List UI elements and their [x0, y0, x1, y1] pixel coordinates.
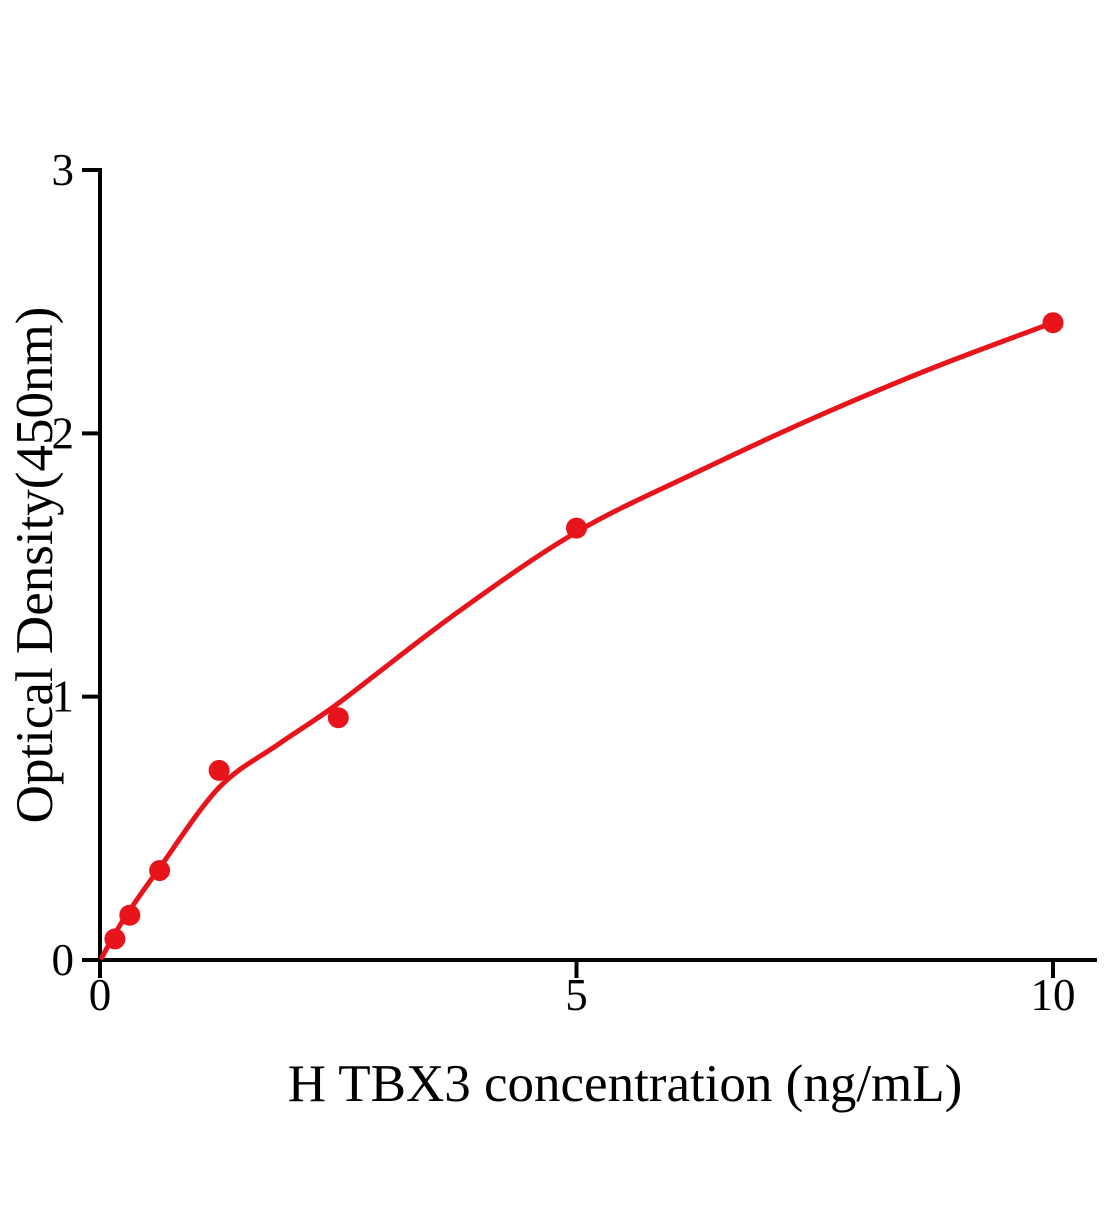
data-point [119, 904, 141, 926]
x-tick-group: 0 5 10 [89, 960, 1076, 1020]
data-point [149, 860, 171, 881]
y-tick-label: 3 [52, 145, 75, 195]
y-tick-group: 0 1 2 3 [52, 145, 100, 985]
data-point [208, 759, 230, 781]
x-tick-label: 5 [565, 970, 588, 1020]
x-axis: 0 5 10 [89, 958, 1097, 1020]
y-axis: 0 1 2 3 [52, 145, 102, 985]
data-point [327, 707, 349, 729]
x-tick-label: 0 [89, 970, 112, 1020]
data-point [566, 517, 587, 539]
y-tick-label: 0 [52, 935, 75, 985]
data-point [1042, 312, 1064, 334]
x-tick-label: 10 [1031, 970, 1076, 1020]
fit-curve-line [99, 320, 1056, 960]
y-tick-label: 2 [52, 408, 75, 458]
y-tick-label: 1 [52, 672, 75, 722]
x-axis-title: H TBX3 concentration (ng/mL) [288, 1055, 963, 1113]
y-axis-title: Optical Density(450nm) [6, 307, 64, 824]
data-point [104, 928, 126, 950]
scatter-points-group [104, 312, 1064, 950]
